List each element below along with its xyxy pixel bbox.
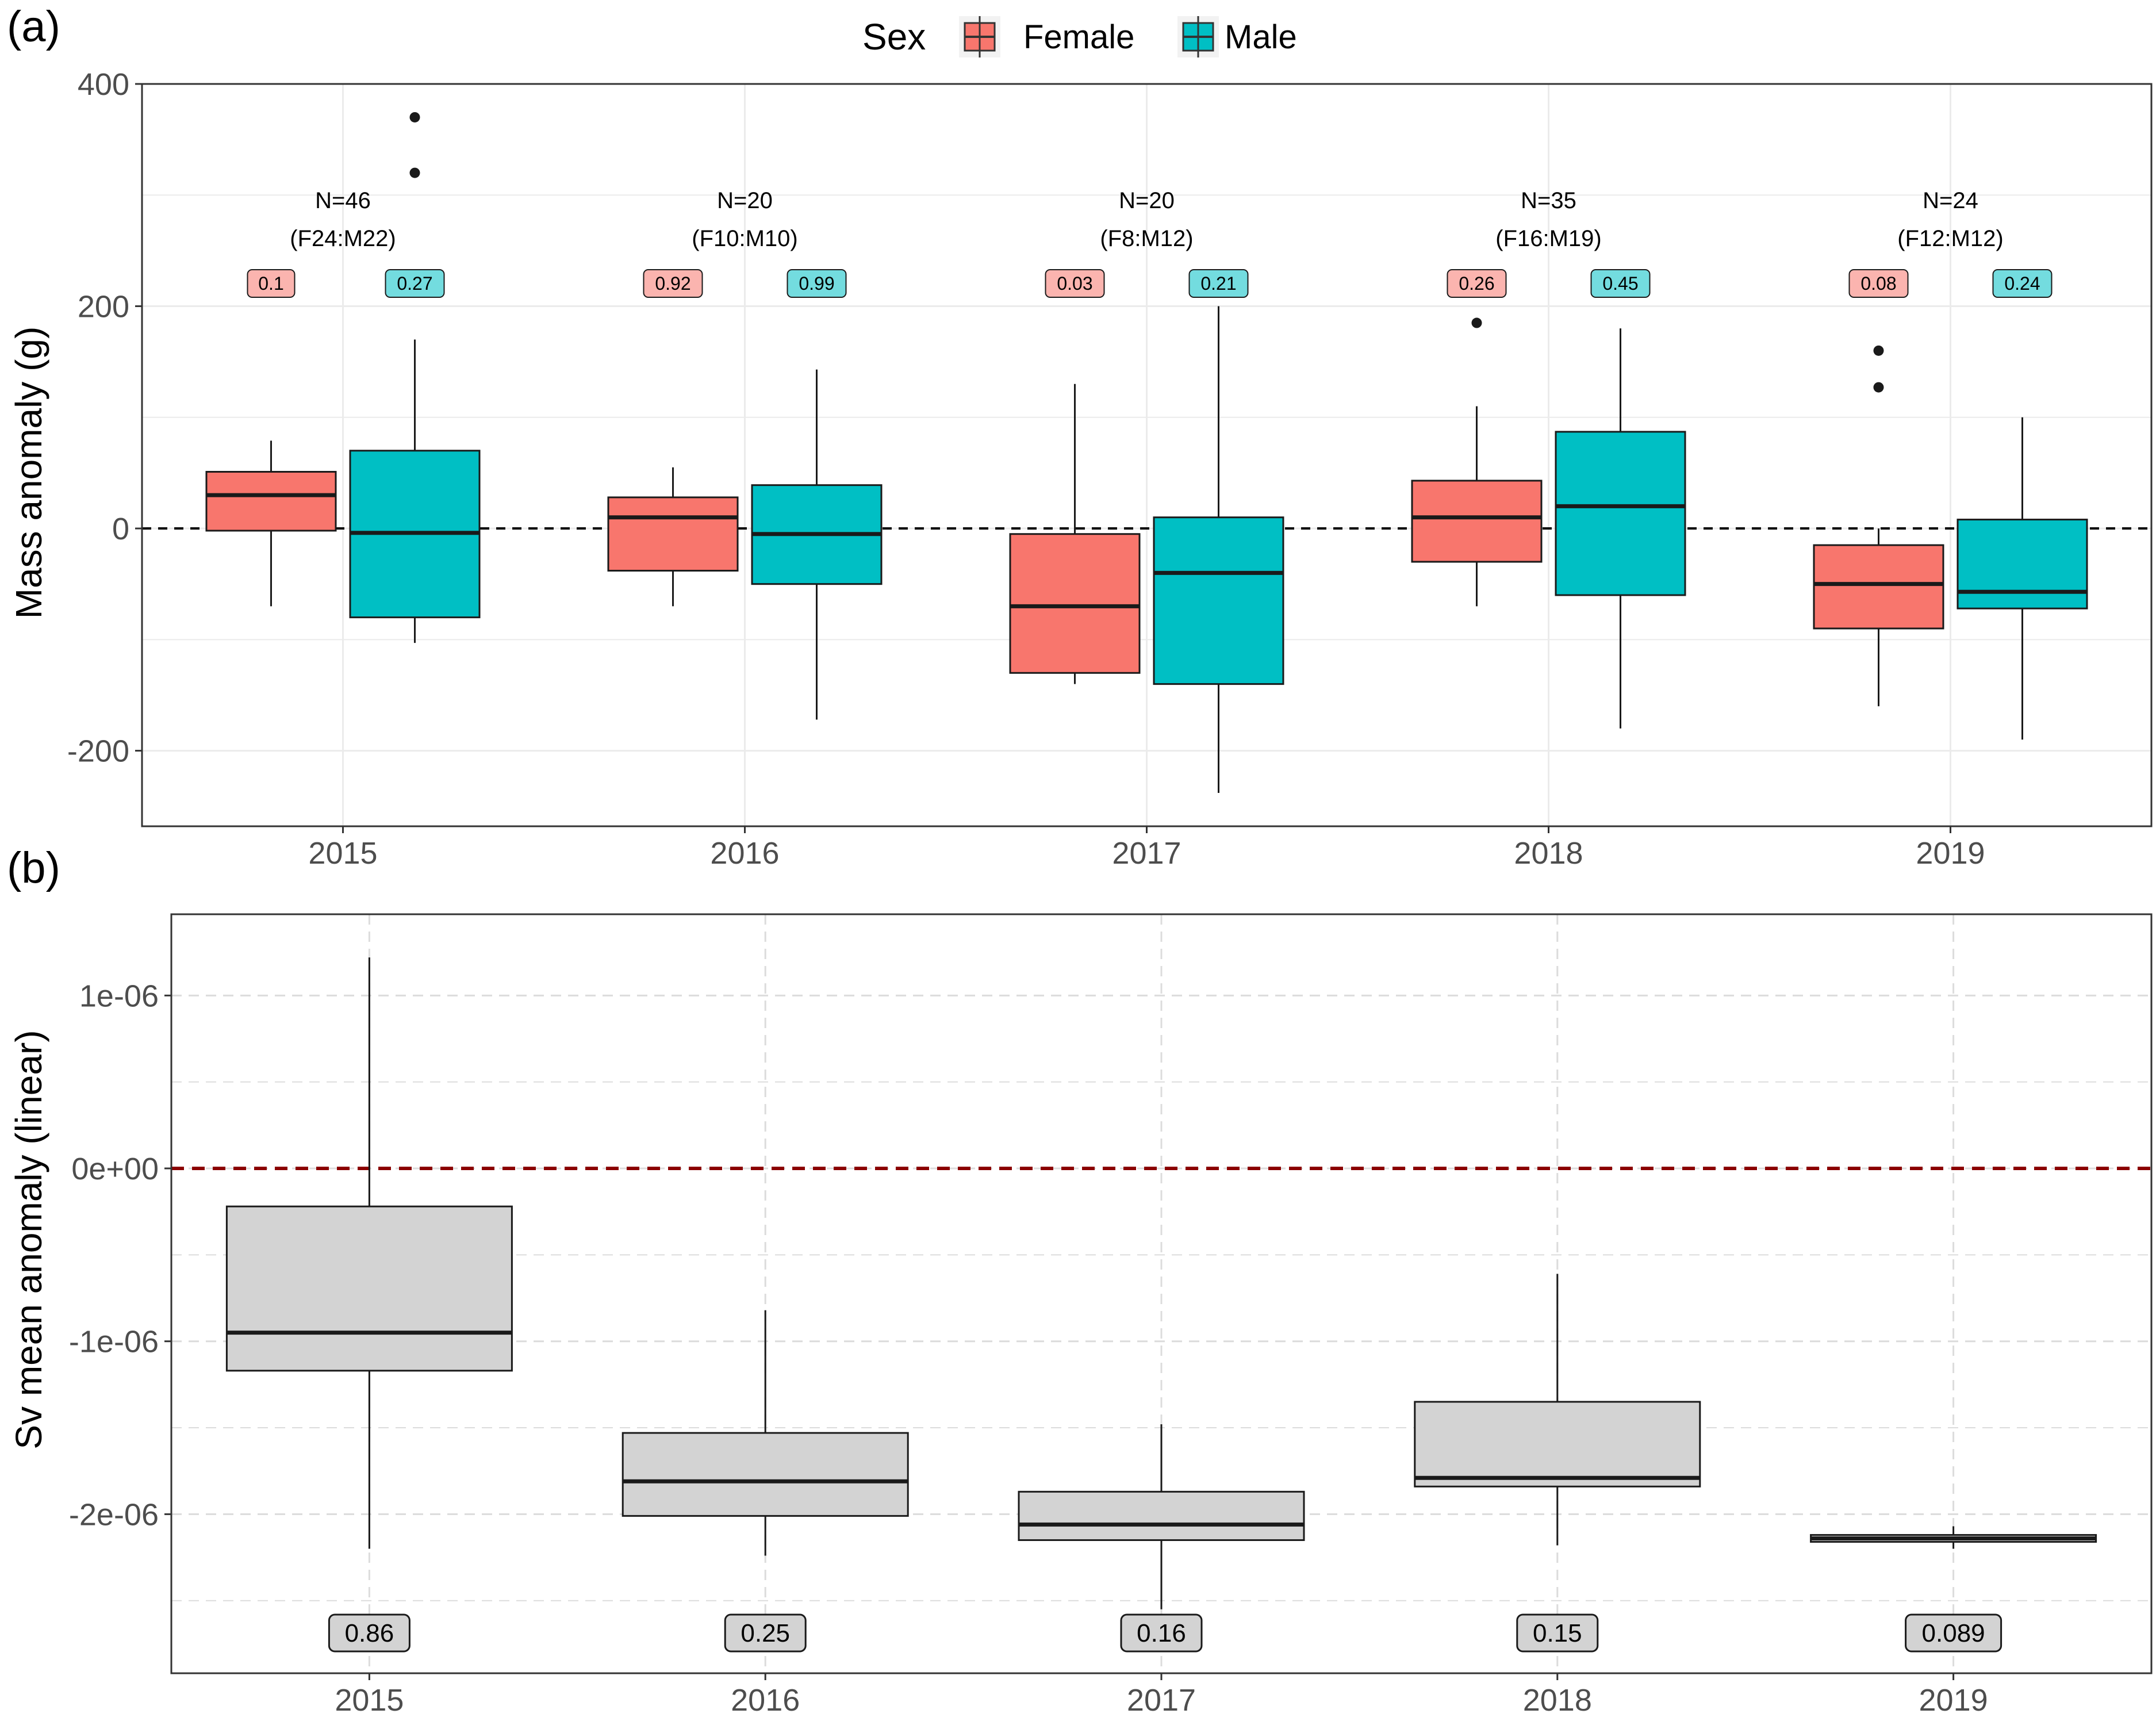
y-tick-label: -1e-06	[69, 1325, 159, 1359]
panel-a-tag: (a)	[7, 2, 60, 51]
p-value-label: 0.089	[1922, 1619, 1985, 1647]
panel-b-y-axis-title: Sv mean anomaly (linear)	[8, 1030, 49, 1449]
box-2015	[225, 1205, 513, 1372]
x-tick-label: 2017	[1127, 1683, 1196, 1718]
p-value-label-box	[247, 269, 296, 298]
sex-split-label: (F16:M19)	[1495, 226, 1602, 251]
sex-split-label: (F12:M12)	[1897, 226, 2004, 251]
panel-b-plot: 0.86 0.25 0.16 0.15 0.089 -2e-06 -1e-06 0e+00 1…	[8, 913, 2153, 1718]
box-2016	[622, 1432, 909, 1517]
sample-size-label: N=35	[1521, 188, 1576, 213]
p-value-label-box	[1590, 269, 1651, 298]
y-tick-label: 1e-06	[79, 979, 159, 1013]
p-value-label-box	[1848, 269, 1909, 298]
p-value-label: 0.1	[258, 273, 283, 294]
legend-title: Sex	[862, 16, 926, 57]
sample-size-label: N=20	[1119, 188, 1175, 213]
outlier-point	[1471, 317, 1482, 328]
p-value-label: 0.15	[1533, 1619, 1582, 1647]
panel-b-annotations: 0.86 0.25 0.16 0.15 0.089	[328, 1613, 2002, 1653]
box-2018	[1414, 1401, 1701, 1488]
p-value-label-box	[787, 269, 847, 298]
p-value-label: 0.27	[397, 273, 432, 294]
legend-label-female: Female	[1023, 18, 1134, 56]
p-value-label-box	[1516, 1613, 1599, 1653]
p-value-label: 0.08	[1860, 273, 1896, 294]
sex-split-label: (F10:M10)	[692, 226, 798, 251]
panel-b-axes: -2e-06 -1e-06 0e+00 1e-06 2015 2016 2017 2018 20…	[69, 979, 1988, 1718]
p-value-label: 0.92	[655, 273, 690, 294]
p-value-label: 0.26	[1459, 273, 1494, 294]
x-tick-label: 2015	[308, 836, 377, 871]
outlier-point	[409, 112, 420, 122]
outlier-point	[1873, 382, 1884, 393]
x-tick-label: 2019	[1919, 1683, 1988, 1718]
p-value-label: 0.24	[2004, 273, 2040, 294]
x-tick-label: 2016	[710, 836, 779, 871]
y-tick-label: -200	[67, 734, 129, 769]
panel-a-axes: -200 0 200 400 2015 2016 2017 2018 2019	[67, 67, 1985, 871]
y-tick-label: 400	[78, 67, 129, 102]
p-value-label-box	[1447, 269, 1507, 298]
p-value-label: 0.03	[1057, 273, 1092, 294]
p-value-label-box	[1992, 269, 2053, 298]
y-tick-label: 200	[78, 290, 129, 324]
panel-a-plot: 0.1 0.92 0.03 0.26 0.08 0.27 0.99 0.21 0.45 0.24 N…	[8, 67, 2153, 871]
p-value-label-box	[1045, 269, 1105, 298]
x-tick-label: 2015	[335, 1683, 404, 1718]
y-tick-label: 0e+00	[71, 1152, 159, 1186]
legend-key-male	[1177, 16, 1219, 57]
p-value-label: 0.45	[1602, 273, 1638, 294]
p-value-label-box	[1188, 269, 1249, 298]
box-female-2016	[607, 496, 739, 572]
panel-a-boxes	[205, 112, 2088, 793]
x-tick-label: 2016	[731, 1683, 800, 1718]
outlier-point	[1873, 345, 1884, 356]
sample-size-label: N=46	[315, 188, 371, 213]
box-female-2019	[1813, 544, 1944, 630]
panel-b-tag: (b)	[7, 844, 60, 892]
x-tick-label: 2018	[1514, 836, 1583, 871]
legend-key-female	[959, 16, 1000, 57]
x-tick-label: 2019	[1916, 836, 1985, 871]
x-tick-label: 2018	[1523, 1683, 1592, 1718]
p-value-label-box	[643, 269, 703, 298]
box-female-2018	[1411, 480, 1543, 563]
p-value-label: 0.86	[345, 1619, 394, 1647]
sex-split-label: (F24:M22)	[290, 226, 396, 251]
p-value-label: 0.99	[799, 273, 834, 294]
box-female-2017	[1009, 533, 1141, 674]
p-value-label-box	[385, 269, 445, 298]
p-value-label-box	[1120, 1613, 1203, 1653]
outlier-point	[409, 167, 420, 178]
legend: Sex Female Male	[862, 16, 1297, 57]
y-tick-label: 0	[112, 512, 129, 546]
y-tick-label: -2e-06	[69, 1497, 159, 1532]
panel-b-boxes	[225, 957, 2097, 1609]
x-tick-label: 2017	[1112, 836, 1181, 871]
box-male-2019	[1956, 519, 2088, 610]
panel-a-annotations: 0.1 0.92 0.03 0.26 0.08 0.27 0.99 0.21 0.45 0.24 N…	[247, 188, 2053, 298]
sample-size-label: N=20	[717, 188, 773, 213]
p-value-label: 0.16	[1137, 1619, 1186, 1647]
p-value-label: 0.21	[1200, 273, 1236, 294]
sample-size-label: N=24	[1923, 188, 1978, 213]
p-value-label-box	[724, 1613, 807, 1653]
p-value-label-box	[328, 1613, 411, 1653]
box-male-2018	[1555, 431, 1686, 596]
box-male-2017	[1153, 516, 1284, 685]
p-value-label: 0.25	[741, 1619, 790, 1647]
box-2017	[1018, 1490, 1305, 1541]
box-female-2015	[205, 470, 337, 532]
sex-split-label: (F8:M12)	[1100, 226, 1193, 251]
panel-a-y-axis-title: Mass anomaly (g)	[8, 327, 49, 619]
legend-label-male: Male	[1225, 18, 1297, 56]
p-value-label-box	[1905, 1613, 2002, 1653]
